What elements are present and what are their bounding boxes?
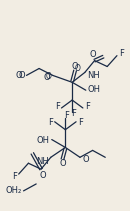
- Text: OH: OH: [37, 136, 50, 145]
- Text: O: O: [40, 170, 46, 180]
- Text: F: F: [64, 111, 69, 120]
- Text: O: O: [89, 50, 96, 59]
- Text: O: O: [43, 73, 50, 82]
- Text: OH₂: OH₂: [5, 186, 22, 195]
- Text: F: F: [85, 103, 90, 111]
- Text: O: O: [46, 72, 52, 81]
- Text: F: F: [48, 118, 53, 127]
- Text: O: O: [59, 159, 66, 168]
- Text: F: F: [78, 118, 83, 127]
- Text: F: F: [71, 109, 76, 118]
- Text: NH: NH: [87, 71, 100, 80]
- Text: OH: OH: [88, 85, 101, 94]
- Text: F: F: [12, 172, 17, 181]
- Text: NH: NH: [36, 157, 49, 166]
- Text: O: O: [72, 62, 78, 71]
- Text: O: O: [83, 155, 90, 164]
- Text: F: F: [55, 103, 60, 111]
- Text: O: O: [19, 71, 25, 80]
- Text: O: O: [16, 71, 23, 80]
- Text: O: O: [75, 64, 81, 73]
- Text: F: F: [119, 49, 124, 58]
